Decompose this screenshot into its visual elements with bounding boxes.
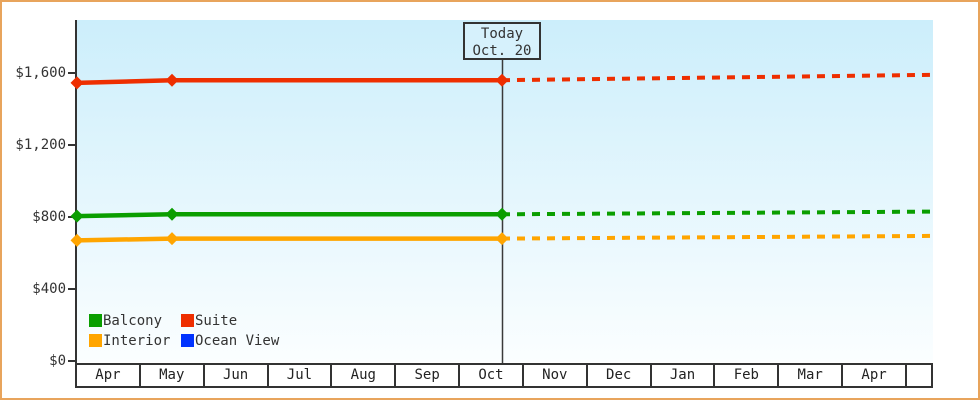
month-cell: Apr (843, 365, 907, 386)
month-cell: Jan (652, 365, 716, 386)
month-cell: Dec (588, 365, 652, 386)
legend-label: Suite (195, 312, 238, 329)
month-cell: Sep (396, 365, 461, 386)
legend-item-ocean-view: Ocean View (181, 332, 279, 349)
series-line-balcony (76, 212, 502, 219)
today-date: Oct. 20 (472, 43, 532, 59)
y-axis-tick-label: $1,600 (15, 65, 66, 81)
legend-swatch-icon (181, 314, 194, 327)
month-cell-empty (907, 365, 931, 386)
legend-label: Balcony (103, 312, 163, 329)
legend-item-balcony: Balcony (89, 312, 181, 329)
y-axis-tick-label: $800 (32, 209, 66, 225)
series-line-interior (76, 236, 502, 243)
plot-area (77, 20, 933, 362)
series-marker-icon (70, 76, 84, 90)
series-marker-icon (165, 73, 179, 87)
series-marker-icon (165, 207, 179, 221)
y-axis-tick-label: $1,200 (15, 137, 66, 153)
month-cell: Jul (269, 365, 333, 386)
projection-line-suite (501, 72, 934, 83)
projection-line-interior (501, 233, 934, 241)
series-marker-icon (70, 233, 84, 247)
month-cell: Apr (77, 365, 141, 386)
today-label: Today (480, 26, 524, 42)
legend-item-interior: Interior (89, 332, 181, 349)
month-cell: Mar (779, 365, 844, 386)
series-marker-icon (70, 209, 84, 223)
month-cell: Oct (460, 365, 524, 386)
month-cell: Jun (205, 365, 269, 386)
y-axis-tick-label: $400 (32, 281, 66, 297)
month-cell: Feb (715, 365, 780, 386)
projection-line-balcony (501, 209, 934, 217)
legend-item-suite: Suite (181, 312, 279, 329)
series-marker-icon (495, 207, 509, 221)
series-marker-icon (495, 73, 509, 87)
x-axis-month-row: Apr May Jun Jul Aug Sep Oct Nov Dec Jan Feb Mar Apr (75, 363, 933, 388)
legend: Balcony Suite Interior Ocean View (89, 312, 279, 349)
month-cell: May (141, 365, 205, 386)
legend-swatch-icon (89, 314, 102, 327)
month-cell: Nov (524, 365, 588, 386)
y-axis-tick-label: $0 (49, 353, 66, 369)
series-marker-icon (165, 232, 179, 246)
legend-swatch-icon (89, 334, 102, 347)
month-cell: Aug (332, 365, 397, 386)
series-marker-icon (495, 232, 509, 246)
today-callout: Today Oct. 20 (463, 22, 541, 60)
legend-label: Ocean View (195, 332, 280, 349)
legend-swatch-icon (181, 334, 194, 347)
legend-label: Interior (103, 332, 171, 349)
